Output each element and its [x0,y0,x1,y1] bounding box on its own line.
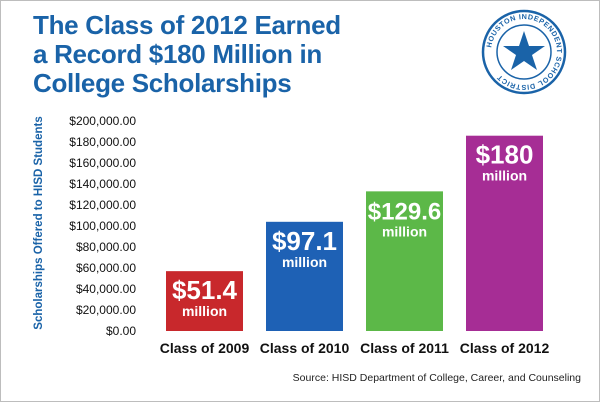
bar-chart: Scholarships Offered to HISD Students $0… [33,114,550,356]
bar-4 [466,135,543,331]
data-label-unit: million [282,254,327,270]
source-note: Source: HISD Department of College, Care… [292,372,581,384]
bars [166,135,543,331]
y-tick-label: $160,000.00 [69,156,136,170]
data-label-amount: $51.4 [172,275,238,305]
data-label-unit: million [182,303,227,319]
bar-3 [366,191,443,331]
data-label-amount: $180 [476,140,534,170]
y-tick-label: $140,000.00 [69,177,136,191]
x-tick-label: Class of 2010 [260,340,350,356]
y-tick-label: $180,000.00 [69,135,136,149]
y-tick-label: $40,000.00 [76,282,136,296]
district-seal-logo: HOUSTON INDEPENDENT SCHOOL DISTRICT [481,9,567,95]
data-label-unit: million [482,168,527,184]
y-tick-label: $100,000.00 [69,219,136,233]
bar-1 [166,271,243,331]
title-line-3: College Scholarships [33,68,292,98]
title-line-2: a Record $180 Million in [33,39,322,69]
data-label-unit: million [382,223,427,239]
y-tick-labels: $0.00 $20,000.00 $40,000.00 $60,000.00 $80,0… [69,114,136,338]
y-axis-title: Scholarships Offered to HISD Students [33,116,45,329]
data-label-amount: $97.1 [272,226,337,256]
bar-2 [266,221,343,331]
y-tick-label: $120,000.00 [69,198,136,212]
y-tick-label: $20,000.00 [76,303,136,317]
data-label-amount: $129.6 [368,198,441,225]
x-tick-label: Class of 2011 [360,340,449,356]
y-tick-label: $200,000.00 [69,114,136,128]
x-tick-label: Class of 2009 [160,340,250,356]
y-axis-title-group: Scholarships Offered to HISD Students [33,116,45,329]
y-tick-label: $60,000.00 [76,261,136,275]
x-tick-label: Class of 2012 [460,340,550,356]
y-tick-label: $0.00 [106,324,136,338]
data-labels: $51.4million$97.1million$129.6million$18… [172,140,533,319]
y-tick-label: $80,000.00 [76,240,136,254]
title-line-1: The Class of 2012 Earned [33,10,341,40]
star-icon [503,31,545,70]
chart-title: The Class of 2012 Earned a Record $180 M… [33,11,453,98]
x-tick-labels: Class of 2009 Class of 2010 Class of 2011 C… [160,340,550,356]
